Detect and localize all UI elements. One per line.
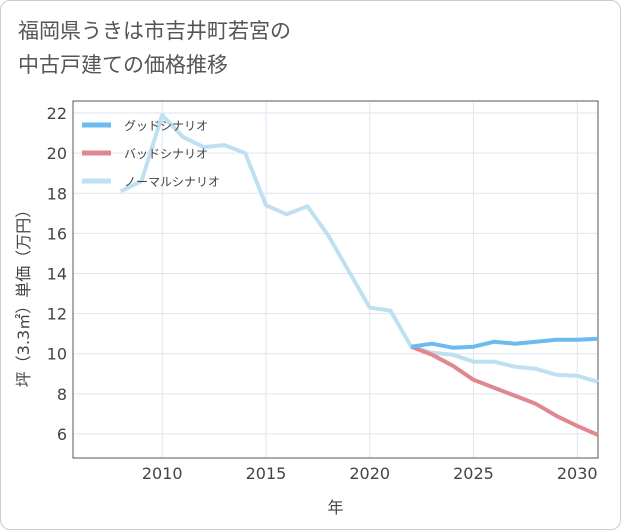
chart-title-line1: 福岡県うきは市吉井町若宮の (18, 19, 291, 43)
x-tick-label: 2030 (557, 464, 598, 483)
x-tick-label: 2010 (142, 464, 183, 483)
legend-label: グッドシナリオ (124, 119, 208, 133)
chart-title: 福岡県うきは市吉井町若宮の 中古戸建ての価格推移 (18, 14, 458, 82)
good-scenario-line (410, 336, 599, 350)
y-tick-label: 10 (47, 345, 67, 364)
y-tick-label: 20 (47, 144, 67, 163)
y-tick-label: 16 (47, 224, 67, 243)
chart-title-line2: 中古戸建ての価格推移 (18, 53, 228, 77)
y-tick-label: 22 (47, 104, 67, 123)
x-tick-label: 2020 (349, 464, 390, 483)
legend-label: バッドシナリオ (124, 147, 208, 161)
legend-item-bad[interactable]: バッドシナリオ (82, 147, 208, 161)
x-axis-ticks: 2010 2015 2020 2025 2030 (142, 464, 598, 483)
y-tick-label: 12 (47, 305, 67, 324)
legend-item-good[interactable]: グッドシナリオ (82, 119, 208, 133)
series-lines (119, 113, 599, 437)
y-tick-label: 6 (57, 425, 67, 444)
y-tick-label: 14 (47, 264, 67, 283)
normal-scenario-line (119, 113, 599, 384)
y-axis-ticks: 6 8 10 12 14 16 18 20 22 (47, 104, 67, 444)
y-axis-title: 坪（3.3㎡）単価（万円） (14, 202, 33, 387)
grid-lines (73, 101, 598, 458)
bad-scenario-line (410, 344, 599, 437)
x-tick-label: 2025 (453, 464, 494, 483)
x-axis-title: 年 (327, 498, 343, 517)
x-tick-label: 2015 (246, 464, 287, 483)
legend-item-normal[interactable]: ノーマルシナリオ (82, 175, 220, 189)
y-tick-label: 18 (47, 184, 67, 203)
y-tick-label: 8 (57, 385, 67, 404)
legend-label: ノーマルシナリオ (124, 175, 220, 189)
plot-area (72, 100, 599, 459)
